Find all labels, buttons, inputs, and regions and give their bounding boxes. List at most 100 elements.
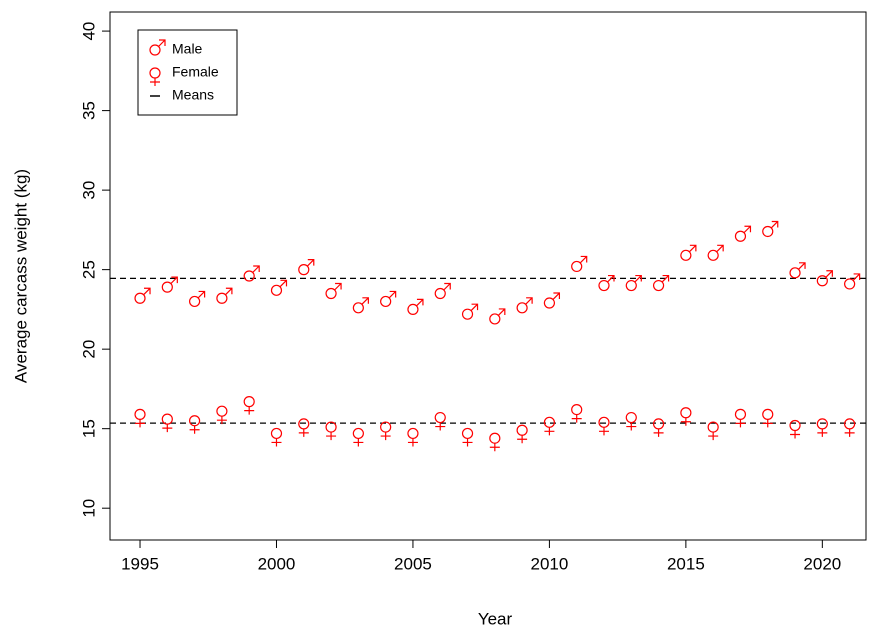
marker-circle <box>598 279 610 292</box>
marker-circle <box>489 432 501 444</box>
male-marker <box>762 220 779 238</box>
marker-cross <box>790 430 801 439</box>
male-marker <box>571 255 588 273</box>
marker-circle <box>625 279 637 292</box>
male-marker <box>380 290 397 308</box>
female-marker <box>571 403 583 423</box>
female-marker <box>789 419 801 439</box>
male-marker <box>816 270 833 287</box>
male-marker <box>161 276 178 293</box>
marker-arrow <box>158 39 166 47</box>
marker-circle <box>652 279 665 292</box>
marker-circle <box>270 427 283 440</box>
marker-circle <box>325 287 337 300</box>
marker-circle <box>762 408 774 420</box>
legend-label: Means <box>172 87 214 103</box>
x-tick-label: 2015 <box>667 554 705 573</box>
marker-cross <box>407 438 418 447</box>
marker-arrow <box>197 290 206 299</box>
marker-circle <box>680 249 692 261</box>
male-marker <box>243 265 260 282</box>
male-marker <box>216 287 233 304</box>
male-marker <box>598 274 615 292</box>
female-marker <box>352 427 364 447</box>
male-marker <box>434 282 451 300</box>
marker-cross <box>162 424 173 433</box>
male-marker <box>189 290 206 308</box>
marker-arrow <box>825 270 833 278</box>
marker-arrow <box>552 292 561 300</box>
male-marker <box>325 282 342 300</box>
marker-circle <box>134 408 146 420</box>
marker-circle <box>216 405 228 417</box>
female-marker <box>161 413 173 433</box>
marker-circle <box>571 403 583 416</box>
marker-circle <box>189 295 201 308</box>
marker-circle <box>243 396 255 408</box>
marker-circle <box>461 427 474 440</box>
marker-circle <box>270 284 283 296</box>
x-tick-label: 1995 <box>121 554 159 573</box>
female-marker <box>380 421 392 441</box>
marker-circle <box>707 249 719 261</box>
legend-label: Male <box>172 41 203 57</box>
marker-circle <box>134 292 146 304</box>
marker-arrow <box>798 262 806 270</box>
marker-circle <box>407 303 419 315</box>
marker-circle <box>816 418 828 430</box>
marker-cross <box>189 425 200 434</box>
marker-circle <box>598 416 610 428</box>
legend-label: Female <box>172 64 219 80</box>
marker-arrow <box>416 298 424 307</box>
y-tick-label: 20 <box>79 340 98 359</box>
male-marker <box>134 287 151 304</box>
marker-circle <box>816 275 828 287</box>
marker-circle <box>734 230 747 242</box>
marker-circle <box>844 418 856 430</box>
female-marker <box>844 418 856 437</box>
marker-arrow <box>252 265 260 273</box>
marker-cross <box>517 435 528 444</box>
marker-arrow <box>306 259 315 267</box>
marker-circle <box>844 278 856 290</box>
marker-arrow <box>443 282 451 291</box>
marker-circle <box>789 267 801 279</box>
marker-circle <box>216 292 228 304</box>
plot-frame <box>109 11 867 541</box>
marker-circle <box>352 427 364 440</box>
marker-cross <box>598 427 609 436</box>
marker-circle <box>516 302 528 314</box>
marker-circle <box>161 413 173 425</box>
male-marker <box>707 244 724 261</box>
marker-cross <box>680 417 691 426</box>
y-tick-label: 40 <box>79 22 98 41</box>
female-marker <box>298 418 310 437</box>
female-marker <box>816 418 828 437</box>
male-marker <box>652 274 670 292</box>
marker-cross <box>626 422 637 431</box>
marker-arrow <box>716 244 724 253</box>
marker-arrow <box>661 274 670 283</box>
marker-circle <box>149 44 161 56</box>
marker-circle <box>352 302 364 314</box>
marker-cross <box>817 428 828 437</box>
marker-circle <box>298 264 310 276</box>
y-tick-label: 30 <box>79 181 98 200</box>
marker-circle <box>461 308 474 320</box>
marker-arrow <box>525 297 533 305</box>
marker-arrow <box>688 244 697 253</box>
male-marker <box>352 297 369 314</box>
marker-cross <box>462 438 473 447</box>
marker-cross <box>150 78 160 86</box>
female-marker <box>216 405 228 425</box>
male-marker <box>789 262 806 279</box>
male-marker <box>489 308 506 325</box>
marker-circle <box>543 297 556 309</box>
marker-circle <box>434 411 446 424</box>
marker-arrow <box>470 303 479 312</box>
female-marker <box>189 415 201 434</box>
female-marker <box>461 427 474 447</box>
marker-arrow <box>770 220 779 229</box>
female-marker <box>434 411 446 431</box>
